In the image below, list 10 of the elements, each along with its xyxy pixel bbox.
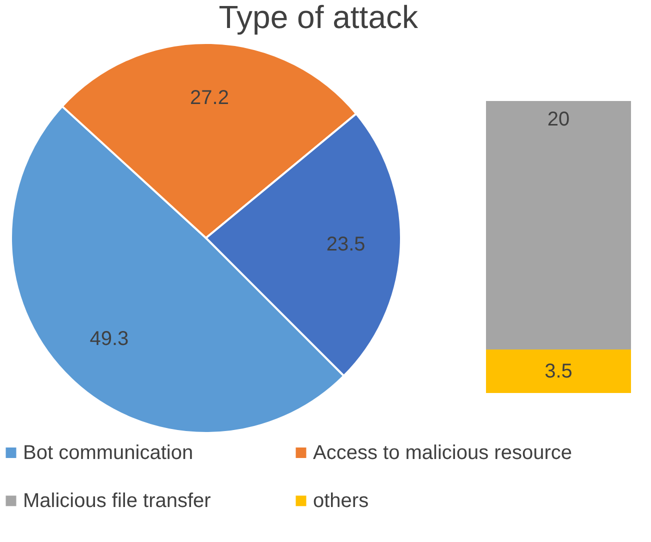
legend-label: Malicious file transfer [23,490,212,512]
chart-title: Type of attack [218,0,419,35]
legend-label: others [313,490,369,512]
legend-label: Access to malicious resource [313,442,572,464]
data-label: 3.5 [544,360,572,382]
data-label: 23.5 [326,234,366,256]
data-label: 49.3 [90,328,129,350]
data-label: 27.2 [190,87,229,110]
legend-label: Bot communication [23,442,194,464]
data-label: 20 [547,108,570,131]
